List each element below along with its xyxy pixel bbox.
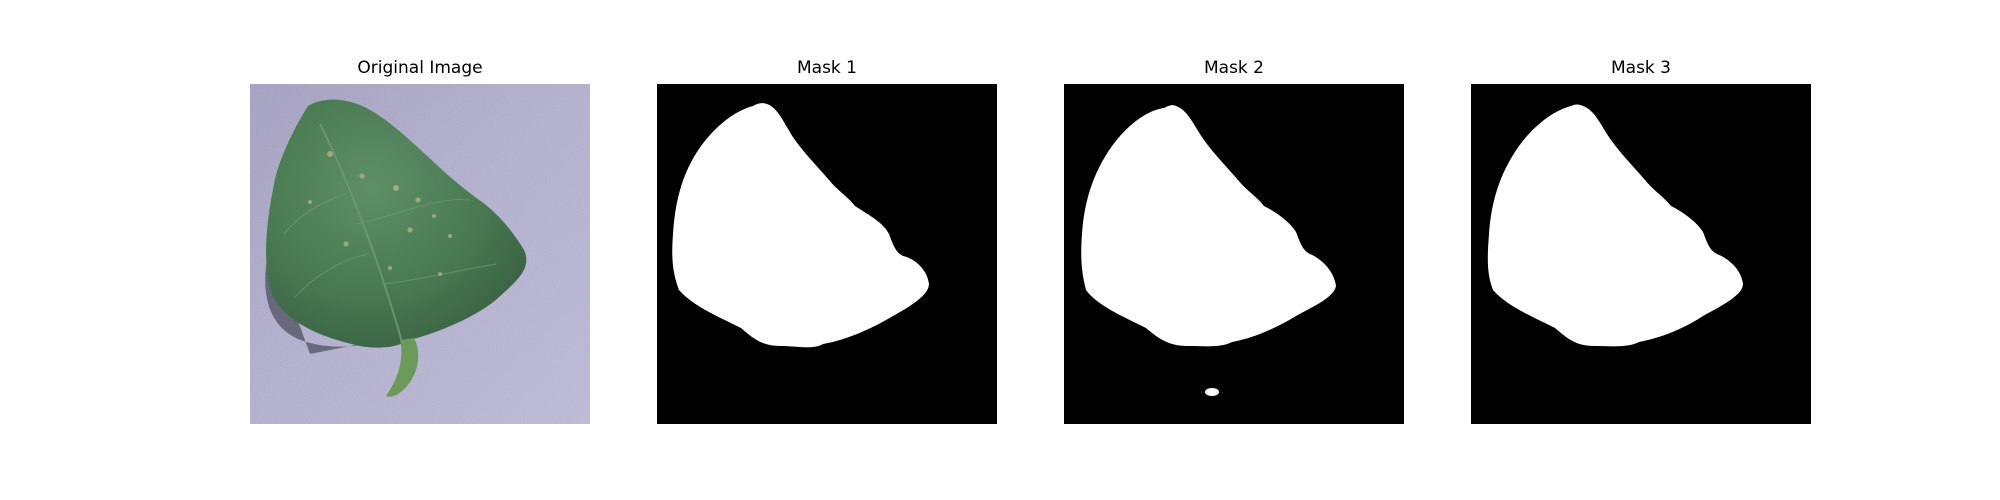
mask-2-speck [1205, 388, 1219, 396]
leaf-shape [266, 99, 527, 348]
mask-2-image [1064, 84, 1404, 424]
panel-title: Original Image [357, 58, 483, 78]
panel-title: Mask 2 [1203, 58, 1264, 78]
mask-2-region [1081, 105, 1336, 347]
mask-1-image [657, 84, 997, 424]
panel-title: Mask 1 [796, 58, 857, 78]
panel-mask-1: Mask 1 [657, 56, 997, 424]
panel-mask-3: Mask 3 [1471, 56, 1811, 424]
panel-title: Mask 3 [1610, 58, 1671, 78]
mask-3-image [1471, 84, 1811, 424]
original-leaf-photo [250, 84, 590, 424]
mask-3-region [1487, 104, 1743, 347]
mask-1-region [672, 103, 929, 348]
panel-mask-2: Mask 2 [1064, 56, 1404, 424]
panel-original-image: Original Image [250, 56, 590, 424]
